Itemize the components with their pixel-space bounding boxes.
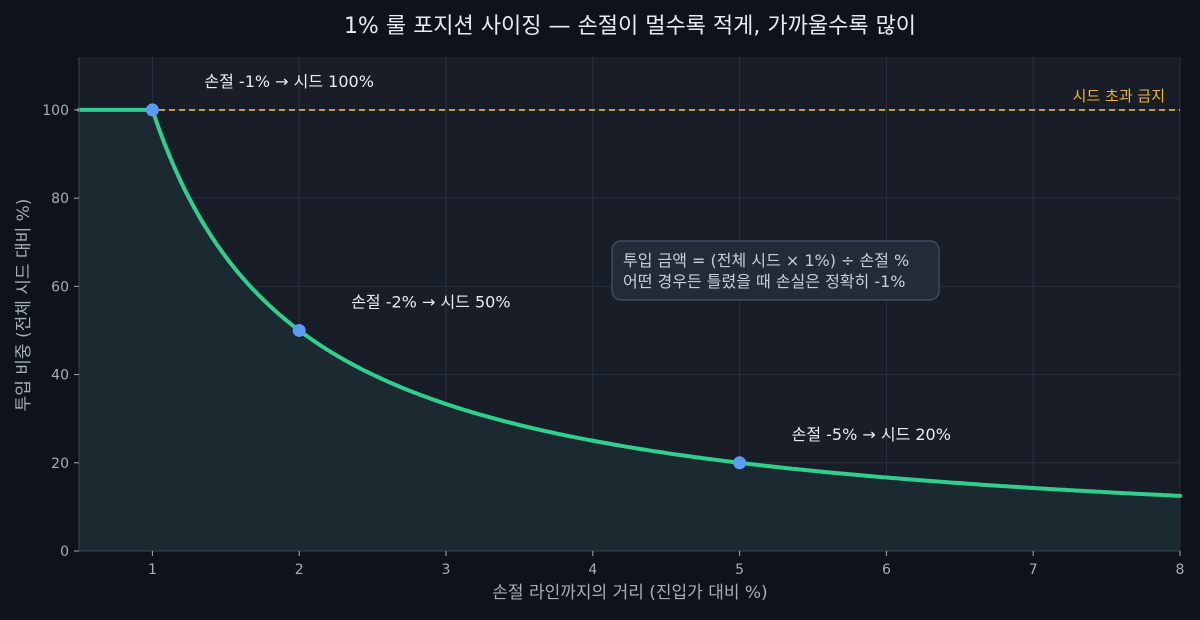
y-tick-label: 80 xyxy=(51,191,69,207)
x-tick-label: 4 xyxy=(588,562,597,578)
x-tick-label: 6 xyxy=(882,562,891,578)
x-tick-label: 2 xyxy=(295,562,304,578)
y-tick-label: 40 xyxy=(51,368,69,384)
x-tick-label: 8 xyxy=(1176,562,1185,578)
x-tick-label: 7 xyxy=(1029,562,1038,578)
x-axis-label: 손절 라인까지의 거리 (진입가 대비 %) xyxy=(492,583,767,603)
highlight-point xyxy=(733,456,747,470)
seed-limit-label: 시드 초과 금지 xyxy=(1073,87,1165,105)
formula-annotation: 투입 금액 = (전체 시드 × 1%) ÷ 손절 % 어떤 경우든 틀렸을 때… xyxy=(611,240,940,301)
highlight-point xyxy=(145,103,159,117)
highlight-points: 손절 -1% → 시드 100% 손절 -2% → 시드 50% 손절 -5% → … xyxy=(145,72,951,470)
x-tick-label: 3 xyxy=(442,562,451,578)
y-tick-label: 100 xyxy=(42,103,69,119)
chart-title: 1% 룰 포지션 사이징 — 손절이 멀수록 적게, 가까울수록 많이 xyxy=(344,14,916,39)
position-size-curve xyxy=(77,107,1182,498)
highlight-point-label: 손절 -5% → 시드 20% xyxy=(792,425,951,444)
area-fill xyxy=(79,109,1180,552)
highlight-point-label: 손절 -2% → 시드 50% xyxy=(351,292,510,311)
x-tick-label: 1 xyxy=(148,562,157,578)
y-axis-label: 투입 비중 (전체 시드 대비 %) xyxy=(14,199,34,412)
annotation-line-risk: 어떤 경우든 틀렸을 때 손실은 정확히 -1% xyxy=(623,272,905,291)
highlight-point xyxy=(292,323,306,337)
highlight-point-label: 손절 -1% → 시드 100% xyxy=(204,72,374,91)
y-tick-label: 60 xyxy=(51,279,69,295)
x-tick-label: 5 xyxy=(735,562,744,578)
y-tick-label: 20 xyxy=(51,456,69,472)
annotation-line-formula: 투입 금액 = (전체 시드 × 1%) ÷ 손절 % xyxy=(623,251,909,270)
y-tick-label: 0 xyxy=(60,544,69,560)
annotation-box xyxy=(611,240,940,301)
